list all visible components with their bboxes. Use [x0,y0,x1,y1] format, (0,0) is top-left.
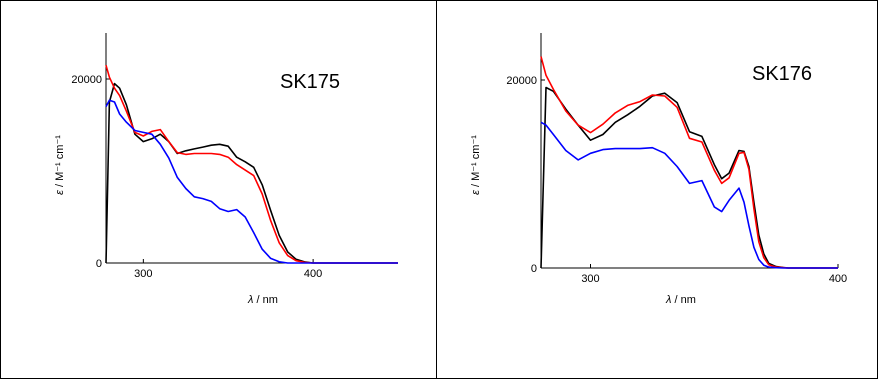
series-layer [105,64,398,264]
chart-panel-sk176: SK176 λ / nm ε / M⁻¹ cm⁻¹ 300 400 0 20000 [470,33,847,306]
y-tick-label: 20000 [506,75,537,87]
y-axis-unit: / M⁻¹ cm⁻¹ [54,135,66,190]
series-line-3 [105,99,398,264]
x-tick-label: 400 [829,273,847,285]
y-axis-unit: / M⁻¹ cm⁻¹ [470,135,482,190]
y-tick-label: 20000 [71,74,102,86]
y-tick-label: 0 [96,258,102,270]
y-axis-symbol: ε [470,190,482,195]
x-axis-unit: / nm [253,294,277,306]
x-tick-label: 400 [304,268,322,280]
chart-title: SK176 [752,63,812,85]
y-tick-label: 0 [531,263,537,275]
x-axis-label: λ / nm [247,294,278,306]
x-axis-label: λ / nm [665,294,696,306]
chart-panel-sk175: SK175 λ / nm ε / M⁻¹ cm⁻¹ 300 400 0 20000 [54,33,398,306]
series-layer [540,56,838,269]
x-axis-unit: / nm [671,294,695,306]
x-axis-symbol: λ [247,294,253,306]
x-axis-symbol: λ [665,294,671,306]
series-line-3 [540,121,838,269]
chart-title: SK175 [280,71,340,93]
x-tick-label: 300 [581,273,599,285]
y-axis-label: ε / M⁻¹ cm⁻¹ [470,135,482,195]
x-tick-label: 300 [134,268,152,280]
y-axis-label: ε / M⁻¹ cm⁻¹ [54,135,66,195]
y-axis-symbol: ε [54,190,66,195]
